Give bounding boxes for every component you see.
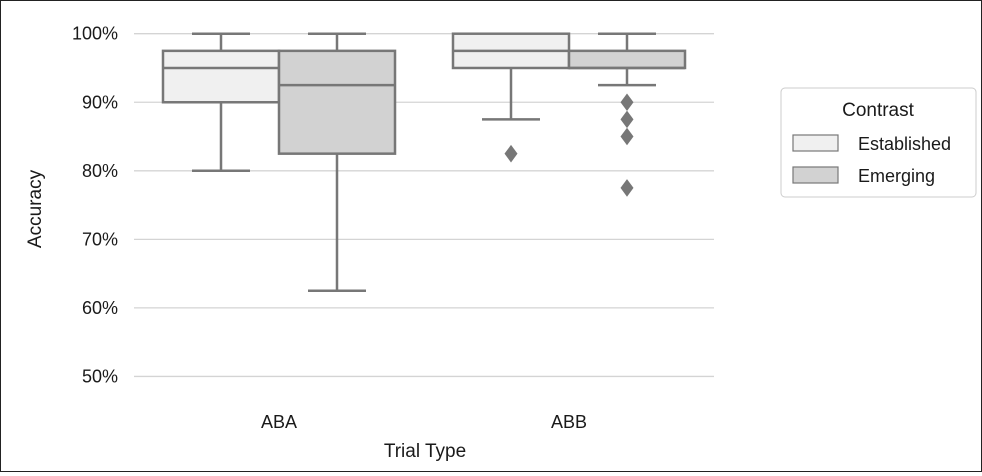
x-tick-label: ABA (261, 412, 297, 432)
box-series (161, 32, 687, 293)
y-axis-label: Accuracy (25, 169, 46, 248)
outlier-point (620, 179, 634, 197)
y-axis-ticks: 50% 60% 70% 80% 90% 100% (72, 24, 118, 387)
box-iqr (161, 49, 281, 104)
legend-items: Established Emerging (792, 134, 951, 186)
x-axis-ticks: ABA ABB (261, 412, 587, 432)
legend-swatch (792, 166, 839, 184)
legend-label: Established (858, 134, 951, 154)
outlier-point (620, 110, 634, 129)
y-tick-label: 50% (82, 366, 118, 386)
box-established-aba (161, 32, 281, 173)
legend: Contrast Established Emerging (780, 87, 977, 198)
y-tick-label: 90% (82, 92, 118, 112)
outlier-point (504, 144, 518, 163)
box-emerging-abb (567, 32, 687, 197)
legend-swatch (792, 134, 839, 152)
y-tick-label: 70% (82, 229, 118, 249)
outlier-point (620, 93, 634, 112)
y-tick-label: 80% (82, 161, 118, 181)
y-tick-label: 60% (82, 298, 118, 318)
box-emerging-aba (277, 32, 397, 293)
legend-label: Emerging (858, 166, 935, 186)
box-iqr (277, 49, 397, 155)
y-tick-label: 100% (72, 24, 118, 44)
legend-title: Contrast (842, 100, 915, 121)
outlier-point (620, 127, 634, 146)
x-axis-label: Trial Type (384, 441, 466, 462)
box-iqr (567, 49, 687, 70)
x-tick-label: ABB (551, 412, 587, 432)
box-established-abb (451, 32, 571, 163)
